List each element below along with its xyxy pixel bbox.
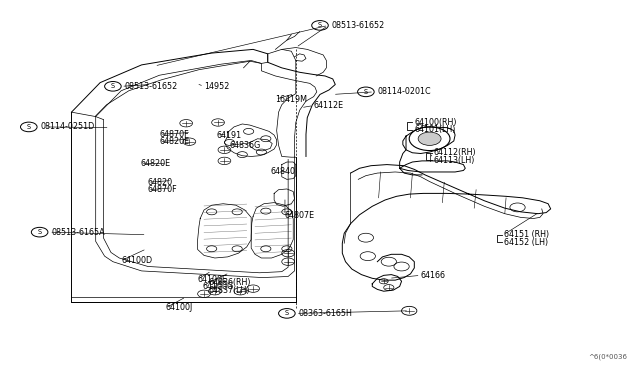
Text: 08513-6165A: 08513-6165A — [51, 228, 105, 237]
Text: 64836(RH): 64836(RH) — [209, 278, 251, 287]
Text: 08513-61652: 08513-61652 — [332, 21, 385, 30]
Text: S: S — [38, 229, 42, 235]
Text: 64870F: 64870F — [159, 130, 189, 139]
Text: 08363-6165H: 08363-6165H — [298, 309, 352, 318]
Text: 16419M: 16419M — [275, 95, 307, 104]
Text: 64836G: 64836G — [230, 141, 260, 150]
Text: 08114-0201C: 08114-0201C — [378, 87, 431, 96]
Text: 08513-61652: 08513-61652 — [124, 82, 178, 91]
Text: 64191: 64191 — [217, 131, 242, 140]
Text: 64112(RH): 64112(RH) — [433, 148, 476, 157]
Text: 64840: 64840 — [270, 167, 295, 176]
Text: 64152 (LH): 64152 (LH) — [504, 238, 548, 247]
Text: S: S — [27, 124, 31, 130]
Text: 64820: 64820 — [148, 178, 173, 187]
Text: 64100J: 64100J — [166, 303, 193, 312]
Text: 64100(RH): 64100(RH) — [414, 118, 457, 127]
Text: 64870F: 64870F — [148, 185, 177, 194]
Text: 64113(LH): 64113(LH) — [433, 155, 475, 165]
Text: 08114-0251D: 08114-0251D — [40, 122, 95, 131]
Text: 64820E: 64820E — [159, 137, 189, 146]
Text: 64100D: 64100D — [121, 256, 152, 265]
Text: 64837(LH): 64837(LH) — [209, 286, 250, 295]
Text: 64151 (RH): 64151 (RH) — [504, 230, 548, 239]
Text: 64112E: 64112E — [314, 101, 344, 110]
Text: S: S — [318, 22, 322, 28]
Text: 64100E: 64100E — [198, 275, 228, 283]
Text: 14952: 14952 — [204, 82, 229, 91]
Circle shape — [418, 132, 441, 145]
Text: 64807E: 64807E — [285, 211, 315, 220]
Text: 64820E: 64820E — [140, 158, 170, 168]
Text: ^6(0*0036: ^6(0*0036 — [588, 353, 627, 359]
Text: S: S — [285, 310, 289, 316]
Text: S: S — [364, 89, 368, 95]
Text: S: S — [111, 83, 115, 89]
Text: 64101(LH): 64101(LH) — [414, 125, 456, 134]
Text: 64100G: 64100G — [202, 282, 234, 291]
Text: 64166: 64166 — [420, 271, 445, 280]
